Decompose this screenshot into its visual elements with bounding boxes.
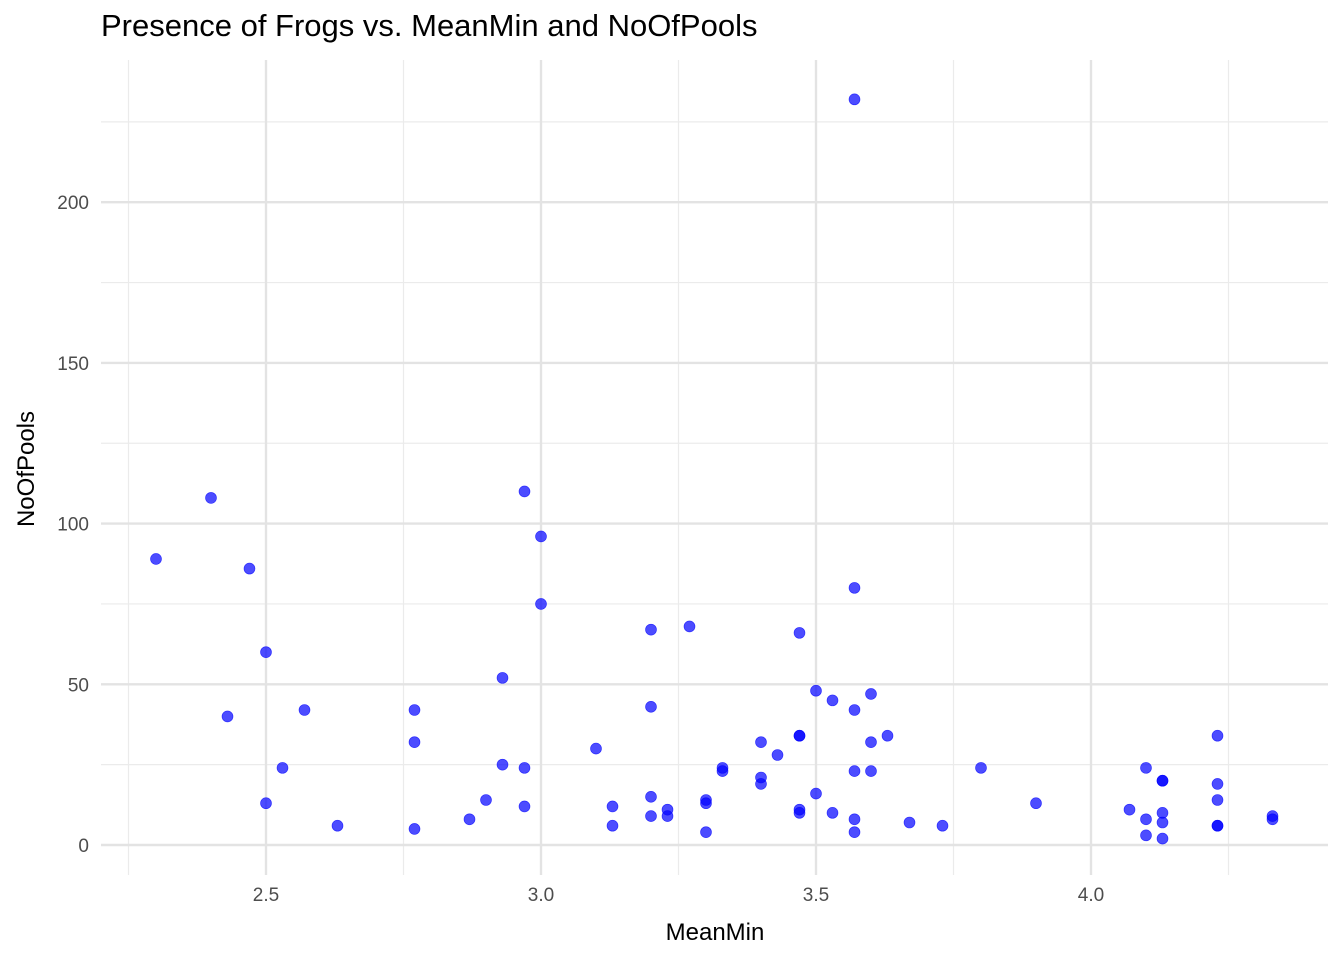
data-point [496,672,509,684]
data-point [518,485,531,498]
data-point [661,810,674,822]
data-point [496,758,509,771]
data-point [606,800,619,813]
data-point [645,810,657,822]
data-point [716,765,729,777]
data-point [260,797,272,810]
x-tick-label: 4.0 [1078,885,1104,906]
data-point [1030,797,1042,810]
data-point [243,562,256,575]
data-point [793,729,806,742]
data-point [1140,762,1152,774]
data-point [645,700,657,713]
data-point [1211,778,1224,790]
data-point [755,778,767,790]
data-point [298,704,311,716]
data-point [1140,829,1152,842]
data-point [1140,813,1152,826]
data-point [645,623,657,636]
data-point [793,807,806,819]
data-point [865,688,877,700]
data-point [810,684,822,697]
data-point [826,694,839,707]
data-point [1211,819,1224,832]
data-point [463,813,476,826]
data-point [150,553,162,565]
data-point [535,598,547,610]
data-point [848,765,861,777]
data-point [260,646,272,658]
y-axis-title: NoOfPools [13,411,40,527]
data-point [590,742,602,755]
data-point [881,729,894,742]
data-point [865,736,877,748]
data-points [150,93,1279,845]
data-point [848,704,861,716]
data-point [810,787,822,800]
data-point [518,800,531,813]
data-point [535,530,547,543]
data-point [683,620,696,633]
data-point [771,749,784,761]
data-point [480,794,492,806]
y-tick-label: 200 [57,193,89,214]
data-point [408,736,421,748]
data-point [1156,816,1169,829]
x-tick-label: 3.0 [528,885,554,906]
major-grid [101,60,1328,875]
data-point [848,813,861,826]
data-point [408,823,421,835]
y-tick-label: 0 [78,836,89,857]
minor-grid [101,60,1328,875]
x-tick-label: 2.5 [253,885,279,906]
data-point [700,797,712,810]
data-point [848,93,861,106]
data-point [936,819,949,832]
data-point [903,816,916,829]
data-point [331,819,344,832]
y-tick-label: 150 [57,354,89,375]
data-point [865,765,877,777]
data-point [645,790,657,803]
x-tick-label: 3.5 [803,885,829,906]
data-point [1123,803,1136,816]
data-point [205,492,217,504]
data-point [1266,813,1279,826]
data-point [1211,729,1224,742]
data-point [848,826,861,838]
data-point [1211,794,1224,806]
data-point [826,807,839,819]
x-tick-labels: 2.5 3.0 3.5 4.0 [253,885,1104,906]
x-axis-title: MeanMin [666,919,765,946]
data-point [518,762,531,774]
y-tick-labels: 0 50 100 150 200 [57,193,89,857]
data-point [793,627,806,639]
data-point [408,704,421,716]
data-point [606,819,619,832]
data-point [1156,832,1169,845]
data-point [700,826,712,838]
data-point [848,582,861,594]
chart-title: Presence of Frogs vs. MeanMin and NoOfPo… [101,8,758,43]
data-point [1156,774,1169,787]
data-point [755,736,767,748]
y-tick-label: 50 [68,675,89,696]
data-point [975,762,987,774]
data-point [221,710,234,723]
y-tick-label: 100 [57,515,89,536]
data-point [276,762,289,774]
